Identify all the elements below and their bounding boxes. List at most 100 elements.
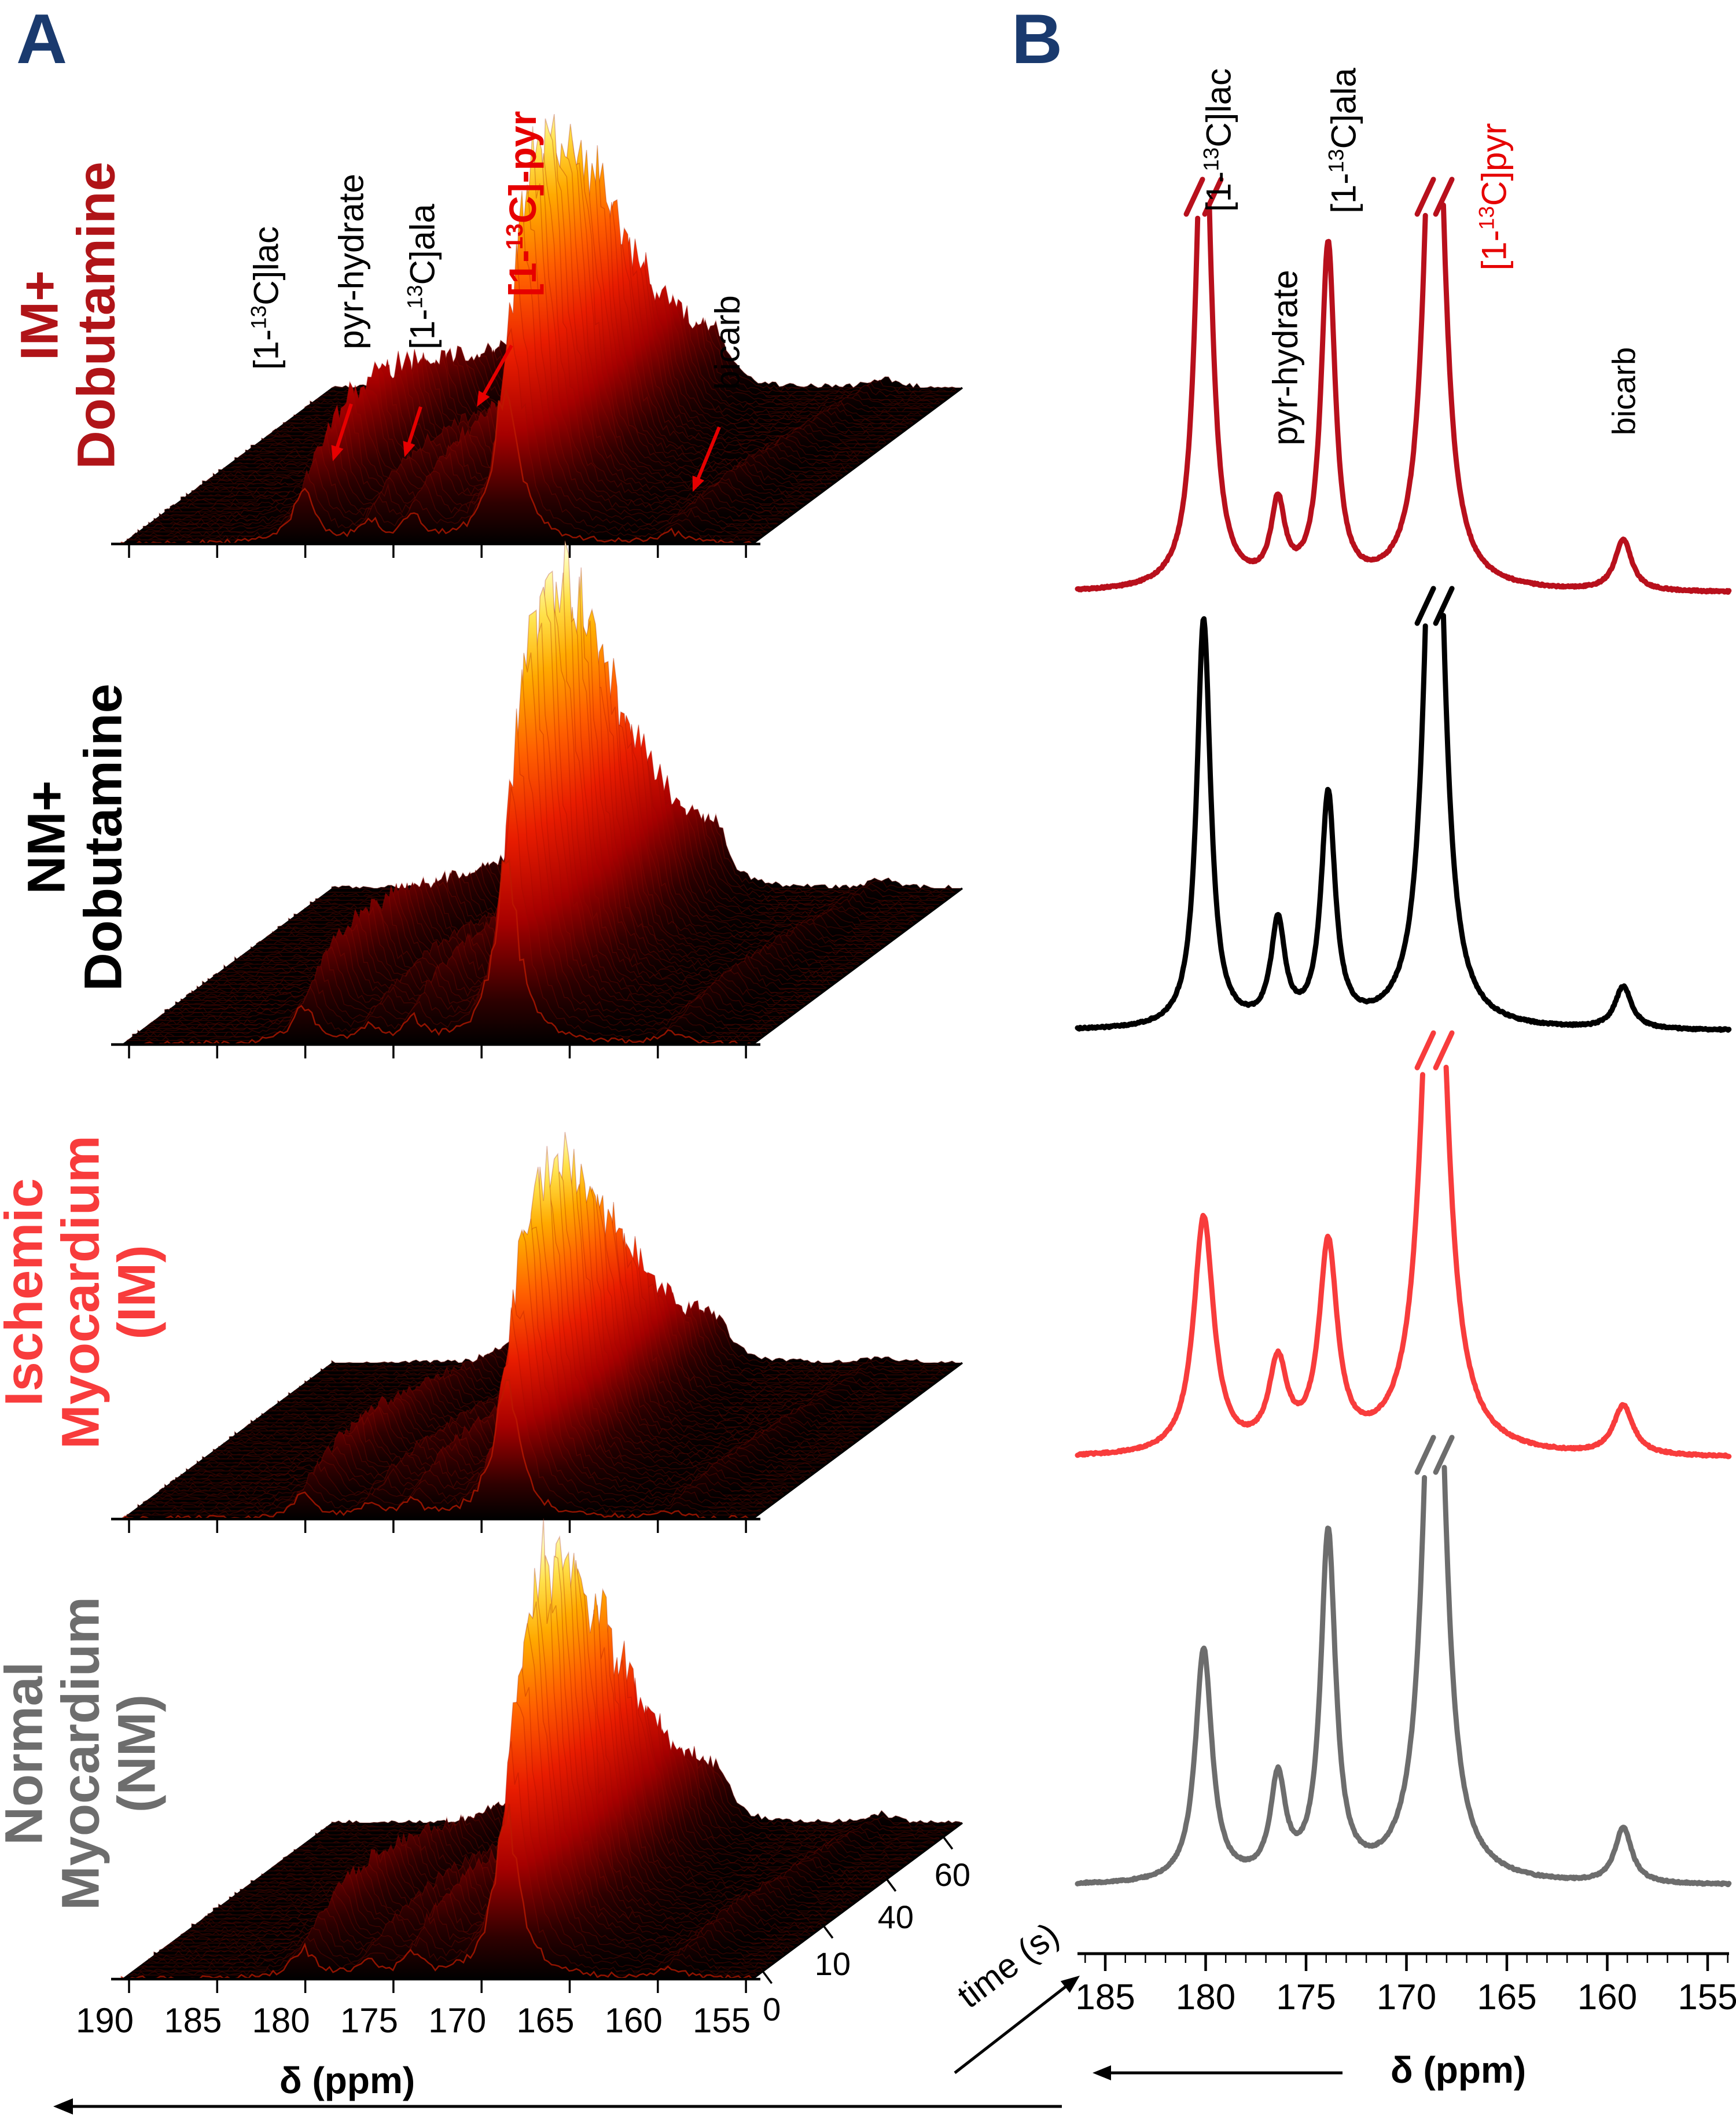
axis-break-marks xyxy=(1414,1435,1455,1475)
row-label-line: Myocardium xyxy=(51,1135,111,1449)
ppm-axis: 185 180 175 170 165 160 155 xyxy=(1075,1952,1736,2017)
axis-break-marks xyxy=(1414,586,1455,626)
peak-label-pyr-hydrate-panel-a: pyr-hydrate xyxy=(332,174,371,350)
tick xyxy=(942,1836,954,1850)
peak-label-bicarb-panel-a: bicarb xyxy=(708,295,747,390)
peak-annotation-arrows xyxy=(331,344,721,492)
time-slice xyxy=(153,1167,786,1496)
peak-label-bicarb-panel-b: bicarb xyxy=(1605,347,1642,436)
row-label-ischemic-myocardium: Ischemic Myocardium (IM) xyxy=(0,1135,167,1449)
row-label-line: IM+ xyxy=(10,270,69,361)
time-slice xyxy=(153,623,786,1021)
tick-label: 165 xyxy=(1477,1977,1536,2017)
time-slice xyxy=(132,1701,764,1972)
panel-b-label: B xyxy=(1012,0,1063,78)
time-slice xyxy=(122,859,753,1046)
waterfall-plot-ischemic-myocardium xyxy=(111,1132,963,1533)
tick xyxy=(823,1925,834,1939)
tick-label: 60 xyxy=(935,1856,970,1893)
peak-label-lac-panel-b: [1-13C]lac xyxy=(1198,68,1238,212)
peak-label-pyr-panel-b: [1-13C]pyr xyxy=(1474,123,1514,271)
spectrum-normal-myocardium xyxy=(1075,1435,1732,1888)
time-slice xyxy=(131,708,764,1038)
waterfall-plot-normal-myocardium: 190 185 180 175 170 165 160 155 xyxy=(76,1518,963,2040)
tick-label: 170 xyxy=(428,2001,486,2040)
row-label-line: Myocardium xyxy=(51,1597,111,1910)
row-label-line: Dobutamine xyxy=(67,161,126,469)
tick-label: 180 xyxy=(1176,1977,1235,2017)
ppm-axis xyxy=(111,1362,963,1533)
time-slice xyxy=(153,1568,786,1956)
surface-right-edge xyxy=(751,387,963,545)
tick-label: 160 xyxy=(605,2001,663,2040)
time-slice xyxy=(164,1188,796,1488)
spectrum-line xyxy=(1075,202,1732,595)
time-slice xyxy=(170,1153,801,1484)
tick-label: 10 xyxy=(815,1946,851,1982)
time-slice xyxy=(142,1219,775,1504)
spectrum-im-dobutamine xyxy=(1075,176,1732,595)
tick-label: 185 xyxy=(1075,1977,1135,2017)
tick xyxy=(885,1878,897,1892)
tick-label: 180 xyxy=(252,2001,310,2040)
time-slice xyxy=(142,184,774,529)
time-slice xyxy=(127,1741,759,1976)
ppm-axis: 190 185 180 175 170 165 160 155 xyxy=(76,1822,963,2040)
row-label-im-dobutamine: IM+ Dobutamine xyxy=(10,161,126,469)
waterfall-plot-im-dobutamine xyxy=(111,114,963,558)
time-slice xyxy=(170,573,801,1009)
ppm-axis xyxy=(111,887,963,1058)
time-slice xyxy=(159,1146,790,1492)
spectrum-nm-dobutamine xyxy=(1075,586,1732,1033)
row-label-line: Normal xyxy=(0,1661,54,1845)
time-slice xyxy=(159,153,791,517)
tick xyxy=(762,1970,773,1984)
tick-label: 40 xyxy=(878,1899,914,1935)
surface-right-edge xyxy=(751,887,963,1046)
axis-break-marks xyxy=(1183,176,1224,217)
peak-label-lac-panel-a: [1-13C]lac xyxy=(246,226,286,370)
tick-label: 175 xyxy=(1276,1977,1336,2017)
row-label-line: Ischemic xyxy=(0,1178,54,1406)
spectrum-line xyxy=(1075,1064,1732,1459)
spectrum-line xyxy=(1075,1465,1732,1888)
waterfall-plot-nm-dobutamine xyxy=(111,540,963,1058)
peak-label-pyr-panel-a: [1-13C]-pyr xyxy=(501,111,544,297)
panel-a-label: A xyxy=(16,0,68,78)
time-slice xyxy=(126,786,759,1042)
axis-break-marks xyxy=(1414,176,1455,217)
time-slice xyxy=(132,1289,763,1512)
surface-right-edge xyxy=(751,1362,963,1520)
tick-label: 170 xyxy=(1377,1977,1436,2017)
tick-label: 185 xyxy=(164,2001,222,2040)
time-slice xyxy=(148,1226,779,1500)
row-label-nm-dobutamine: NM+ Dobutamine xyxy=(17,683,133,991)
time-slice xyxy=(137,1229,768,1508)
time-slice xyxy=(148,1601,779,1960)
panel-b-x-axis-title: δ (ppm) xyxy=(1382,2049,1535,2091)
tick-label: 155 xyxy=(693,2001,751,2040)
peak-label-ala-panel-a: [1-13C]ala xyxy=(402,204,442,350)
tick-label: 160 xyxy=(1577,1977,1637,2017)
spectrum-line xyxy=(1075,613,1732,1033)
time-slice xyxy=(126,1307,758,1516)
time-slice xyxy=(126,328,758,541)
time-slice xyxy=(143,1623,774,1964)
tick-label: 0 xyxy=(763,1991,781,2027)
row-label-line: Dobutamine xyxy=(73,683,133,991)
row-label-normal-myocardium: Normal Myocardium (NM) xyxy=(0,1597,167,1910)
surface-right-edge xyxy=(751,1822,963,1980)
row-label-line: NM+ xyxy=(17,780,76,895)
spectrum-ischemic-myocardium xyxy=(1075,1030,1732,1459)
time-slice xyxy=(137,190,769,533)
time-slice xyxy=(131,241,764,537)
tick-label: 165 xyxy=(516,2001,574,2040)
ppm-axis xyxy=(111,387,963,558)
peak-label-ala-panel-b: [1-13C]ala xyxy=(1323,68,1363,214)
time-slice xyxy=(147,609,779,1025)
peak-label-pyr-hydrate-panel-b: pyr-hydrate xyxy=(1266,270,1305,446)
time-slice xyxy=(137,1666,770,1968)
